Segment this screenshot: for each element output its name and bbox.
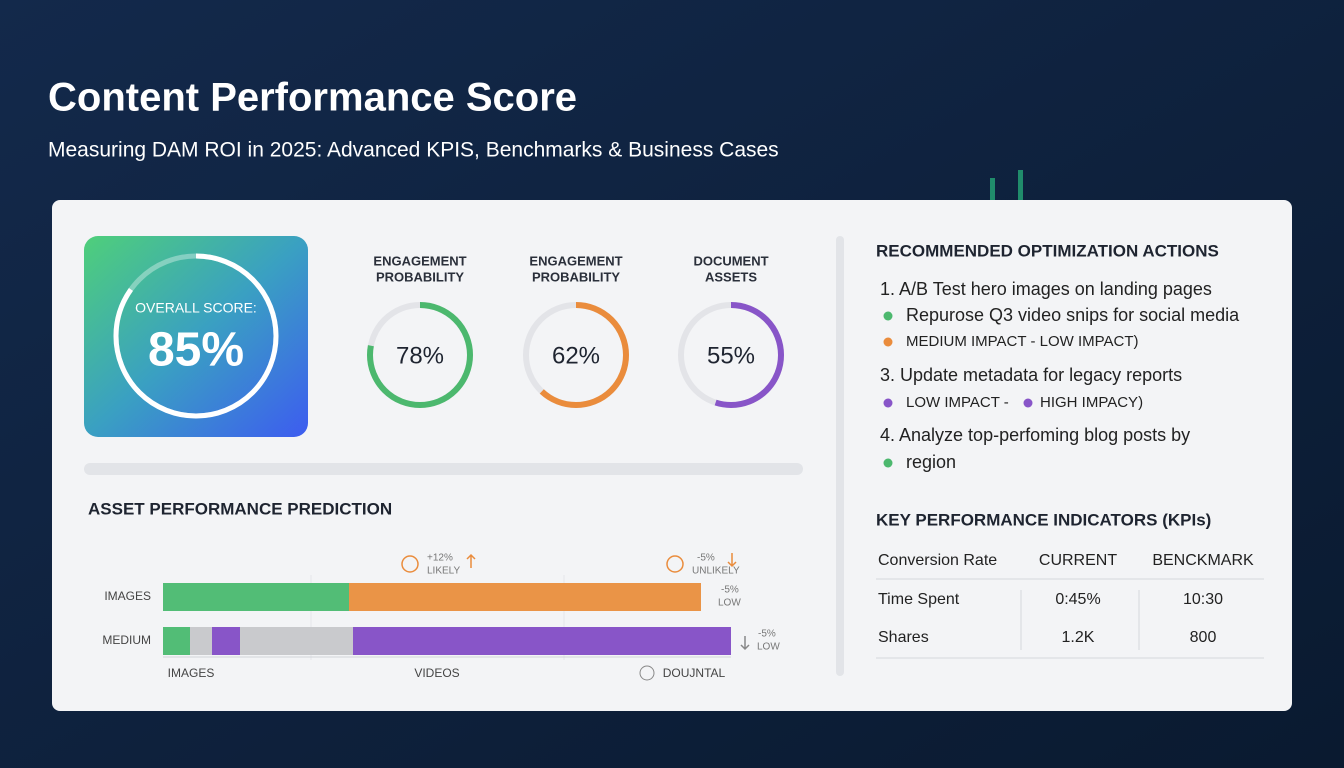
row-label: MEDIUM [102, 633, 151, 647]
action-item: HIGH IMPACY) [1040, 394, 1143, 411]
action-item: 4. Analyze top-perfoming blog posts by [880, 425, 1190, 445]
table-header: BENCKMARK [1152, 552, 1254, 569]
gauge-label: ASSETS [705, 269, 757, 284]
bars [163, 583, 731, 655]
annotation: -5% [758, 629, 776, 640]
gauge-value: 62% [552, 342, 600, 369]
action-item: LOW IMPACT - [906, 394, 1009, 411]
decor [990, 170, 1023, 200]
score-value: 85% [148, 324, 244, 377]
table-cell: 0:45% [1055, 591, 1100, 608]
annotation: -5% [697, 553, 715, 564]
section-title: RECOMMENDED OPTIMIZATION ACTIONS [876, 241, 1219, 260]
icon [639, 665, 655, 681]
row-label: IMAGES [104, 589, 151, 603]
action-item: 1. A/B Test hero images on landing pages [880, 279, 1212, 299]
gauge-label: ENGAGEMENT [529, 253, 622, 268]
gauge-label: ENGAGEMENT [373, 253, 466, 268]
axis-label: DOUJNTAL [663, 666, 726, 680]
table-header: Conversion Rate [878, 552, 997, 569]
gauge-label: DOCUMENT [693, 253, 768, 268]
table-cell: Shares [878, 629, 929, 646]
bullets [883, 311, 1033, 468]
title: Content Performance Score [48, 76, 577, 120]
table-header: CURRENT [1039, 552, 1117, 569]
axis-label: VIDEOS [414, 666, 459, 680]
divider [84, 463, 803, 475]
annotation: UNLIKELY [692, 566, 740, 577]
icons [401, 553, 750, 651]
annotation: -5% [721, 585, 739, 596]
score-arc [113, 253, 279, 419]
action-item: 3. Update metadata for legacy reports [880, 365, 1182, 385]
action-item: region [906, 452, 956, 472]
table-cell: 10:30 [1183, 591, 1223, 608]
annotation: LIKELY [427, 566, 460, 577]
action-item: Repurose Q3 video snips for social media [906, 305, 1240, 325]
gauge-arc [523, 302, 629, 408]
action-item: MEDIUM IMPACT - LOW IMPACT) [906, 333, 1139, 350]
gauge-arc [678, 302, 784, 408]
annotation: LOW [757, 642, 780, 653]
axis-label: IMAGES [168, 666, 215, 680]
section-title: KEY PERFORMANCE INDICATORS (KPIs) [876, 510, 1211, 529]
table-cell: Time Spent [878, 591, 960, 608]
table-cell: 800 [1190, 629, 1217, 646]
score-label: OVERALL SCORE: [135, 300, 257, 316]
table-cell: 1.2K [1062, 629, 1095, 646]
score-tile [84, 236, 308, 437]
divider [836, 236, 844, 676]
gauge-label: PROBABILITY [376, 269, 464, 284]
table-lines [876, 578, 1264, 659]
subtitle: Measuring DAM ROI in 2025: Advanced KPIS… [48, 139, 779, 162]
section-title: ASSET PERFORMANCE PREDICTION [88, 499, 392, 518]
gauge-label: PROBABILITY [532, 269, 620, 284]
annotation: +12% [427, 553, 453, 564]
annotation: LOW [718, 598, 741, 609]
gauge-value: 55% [707, 342, 755, 369]
gauge-arc [367, 302, 473, 408]
gauge-value: 78% [396, 342, 444, 369]
